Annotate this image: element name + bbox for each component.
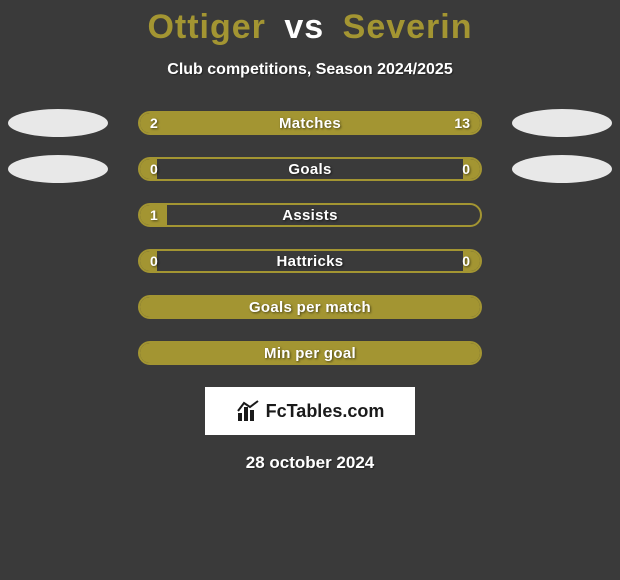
subtitle: Club competitions, Season 2024/2025	[0, 61, 620, 79]
stat-label: Hattricks	[140, 251, 480, 271]
date-label: 28 october 2024	[0, 453, 620, 473]
vs-label: vs	[284, 8, 324, 46]
page-title: Ottiger vs Severin	[0, 8, 620, 47]
stat-value-right: 0	[462, 159, 470, 179]
brand-text: FcTables.com	[266, 401, 385, 422]
stat-bar: Goals per match	[138, 295, 482, 319]
comparison-card: Ottiger vs Severin Club competitions, Se…	[0, 0, 620, 473]
stat-row: Min per goal	[0, 341, 620, 365]
stat-label: Goals per match	[140, 297, 480, 317]
stat-label: Min per goal	[140, 343, 480, 363]
stat-row: Hattricks0 0	[0, 249, 620, 273]
team-badge-right	[512, 109, 612, 137]
stat-value-left: 1	[150, 205, 158, 225]
team-badge-left	[8, 109, 108, 137]
team-badge-left	[8, 155, 108, 183]
player1-name: Ottiger	[147, 8, 265, 46]
stat-value-left: 0	[150, 159, 158, 179]
player2-name: Severin	[343, 8, 473, 46]
stat-row: Goals per match	[0, 295, 620, 319]
stat-value-right: 13	[454, 113, 470, 133]
stat-bar: Assists1	[138, 203, 482, 227]
stat-bar: Hattricks0 0	[138, 249, 482, 273]
stat-bar: Goals0 0	[138, 157, 482, 181]
stat-row: Assists1	[0, 203, 620, 227]
stat-row: Matches2 13	[0, 111, 620, 135]
stat-bar: Matches2 13	[138, 111, 482, 135]
brand-badge: FcTables.com	[205, 387, 415, 435]
stat-label: Matches	[140, 113, 480, 133]
stat-value-right: 0	[462, 251, 470, 271]
team-badge-right	[512, 155, 612, 183]
stat-value-left: 2	[150, 113, 158, 133]
stat-row: Goals0 0	[0, 157, 620, 181]
stat-value-left: 0	[150, 251, 158, 271]
bars-icon	[236, 399, 260, 423]
stat-bar: Min per goal	[138, 341, 482, 365]
stat-rows: Matches213Goals00Assists1Hattricks00Goal…	[0, 111, 620, 365]
stat-label: Goals	[140, 159, 480, 179]
stat-label: Assists	[140, 205, 480, 225]
